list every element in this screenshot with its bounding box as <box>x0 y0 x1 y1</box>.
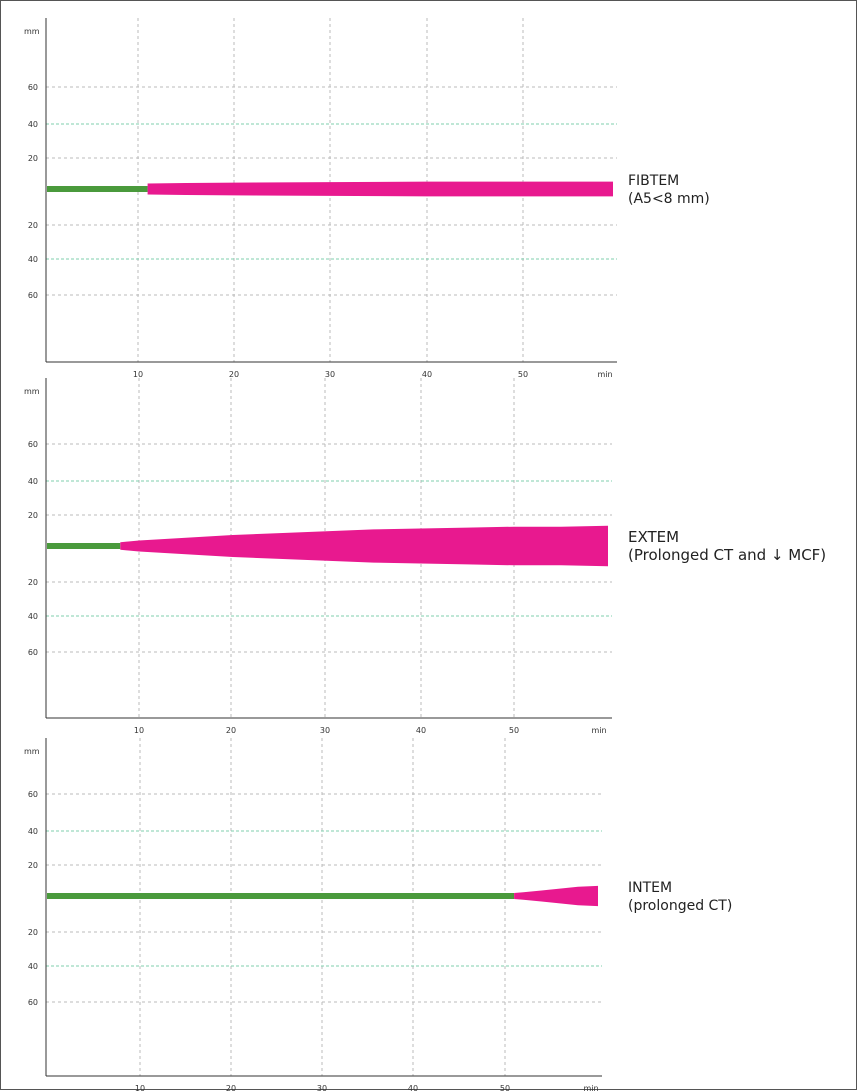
test-note-label: (prolonged CT) <box>628 898 732 914</box>
y-tick-label: 40 <box>28 962 38 971</box>
x-tick-label: 50 <box>500 1084 510 1092</box>
x-tick-label: min <box>597 370 612 379</box>
clot-amplitude-trace <box>514 885 598 907</box>
x-tick-label: 10 <box>134 726 144 735</box>
y-tick-label: 60 <box>28 291 38 300</box>
test-name-label: INTEM <box>628 880 672 896</box>
y-tick-label: 60 <box>28 83 38 92</box>
x-tick-label: 20 <box>229 370 239 379</box>
clotting-time-trace <box>47 186 148 192</box>
clot-amplitude-trace <box>147 181 613 197</box>
x-tick-label: 10 <box>135 1084 145 1092</box>
y-tick-label: 20 <box>28 861 38 870</box>
y-axis-unit: mm <box>24 27 40 36</box>
x-tick-label: 40 <box>416 726 426 735</box>
y-tick-label: 60 <box>28 440 38 449</box>
y-tick-label: 60 <box>28 998 38 1007</box>
x-tick-label: 30 <box>317 1084 327 1092</box>
y-tick-label: 40 <box>28 477 38 486</box>
x-tick-label: 30 <box>325 370 335 379</box>
y-axis-unit: mm <box>24 747 40 756</box>
y-tick-label: 20 <box>28 928 38 937</box>
y-tick-label: 40 <box>28 612 38 621</box>
clotting-time-trace <box>47 543 121 549</box>
x-tick-label: 40 <box>408 1084 418 1092</box>
y-tick-label: 20 <box>28 154 38 163</box>
clot-amplitude-trace <box>120 525 609 567</box>
x-tick-label: 40 <box>422 370 432 379</box>
x-tick-label: 50 <box>518 370 528 379</box>
test-note-label: (Prolonged CT and ↓ MCF) <box>628 546 826 564</box>
x-tick-label: min <box>583 1084 598 1092</box>
y-tick-label: 20 <box>28 511 38 520</box>
test-note-label: (A5<8 mm) <box>628 191 710 207</box>
x-tick-label: 50 <box>509 726 519 735</box>
y-tick-label: 60 <box>28 648 38 657</box>
clotting-time-trace <box>47 893 515 899</box>
y-tick-label: 60 <box>28 790 38 799</box>
x-tick-label: 30 <box>320 726 330 735</box>
x-tick-label: 10 <box>133 370 143 379</box>
test-name-label: EXTEM <box>628 528 679 546</box>
test-name-label: FIBTEM <box>628 173 679 189</box>
y-tick-label: 40 <box>28 255 38 264</box>
x-tick-label: 20 <box>226 726 236 735</box>
x-tick-label: min <box>591 726 606 735</box>
x-tick-label: 20 <box>226 1084 236 1092</box>
y-tick-label: 20 <box>28 578 38 587</box>
y-tick-label: 20 <box>28 221 38 230</box>
y-tick-label: 40 <box>28 120 38 129</box>
y-tick-label: 40 <box>28 827 38 836</box>
y-axis-unit: mm <box>24 387 40 396</box>
